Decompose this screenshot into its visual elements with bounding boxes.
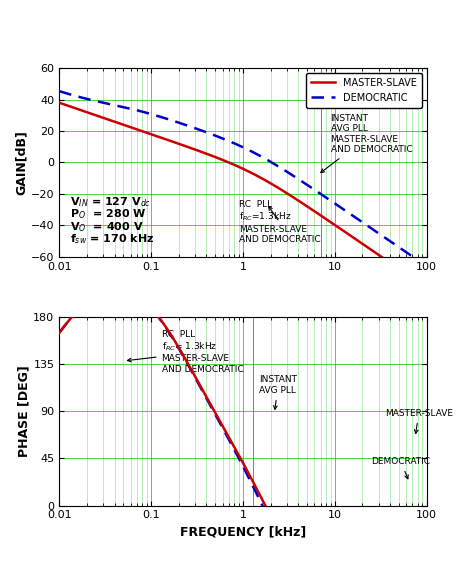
Text: INSTANT
AVG PLL
MASTER-SLAVE
AND DEMOCRATIC: INSTANT AVG PLL MASTER-SLAVE AND DEMOCRA… bbox=[321, 114, 412, 173]
Text: RC  PLL
f$_{RC}$= 1.3kHz
MASTER-SLAVE
AND DEMOCRATIC: RC PLL f$_{RC}$= 1.3kHz MASTER-SLAVE AND… bbox=[128, 329, 243, 374]
Text: P$_O$  = 280 W: P$_O$ = 280 W bbox=[70, 207, 146, 221]
Text: MASTER-SLAVE: MASTER-SLAVE bbox=[385, 409, 453, 433]
Text: V$_{IN}$ = 127 V$_{dc}$: V$_{IN}$ = 127 V$_{dc}$ bbox=[70, 195, 151, 208]
Y-axis label: PHASE [DEG]: PHASE [DEG] bbox=[18, 365, 30, 457]
X-axis label: FREQUENCY [kHz]: FREQUENCY [kHz] bbox=[180, 526, 306, 539]
Legend: MASTER-SLAVE, DEMOCRATIC: MASTER-SLAVE, DEMOCRATIC bbox=[306, 73, 422, 107]
Text: DEMOCRATIC: DEMOCRATIC bbox=[371, 457, 430, 479]
Text: RC  PLL
f$_{RC}$=1.3kHz
MASTER-SLAVE
AND DEMOCRATIC: RC PLL f$_{RC}$=1.3kHz MASTER-SLAVE AND … bbox=[239, 200, 320, 244]
Text: V$_O$  = 400 V: V$_O$ = 400 V bbox=[70, 220, 144, 233]
Y-axis label: GAIN[dB]: GAIN[dB] bbox=[15, 130, 28, 195]
Text: INSTANT
AVG PLL: INSTANT AVG PLL bbox=[259, 375, 297, 410]
Text: f$_{sw}$ = 170 kHz: f$_{sw}$ = 170 kHz bbox=[70, 232, 154, 247]
